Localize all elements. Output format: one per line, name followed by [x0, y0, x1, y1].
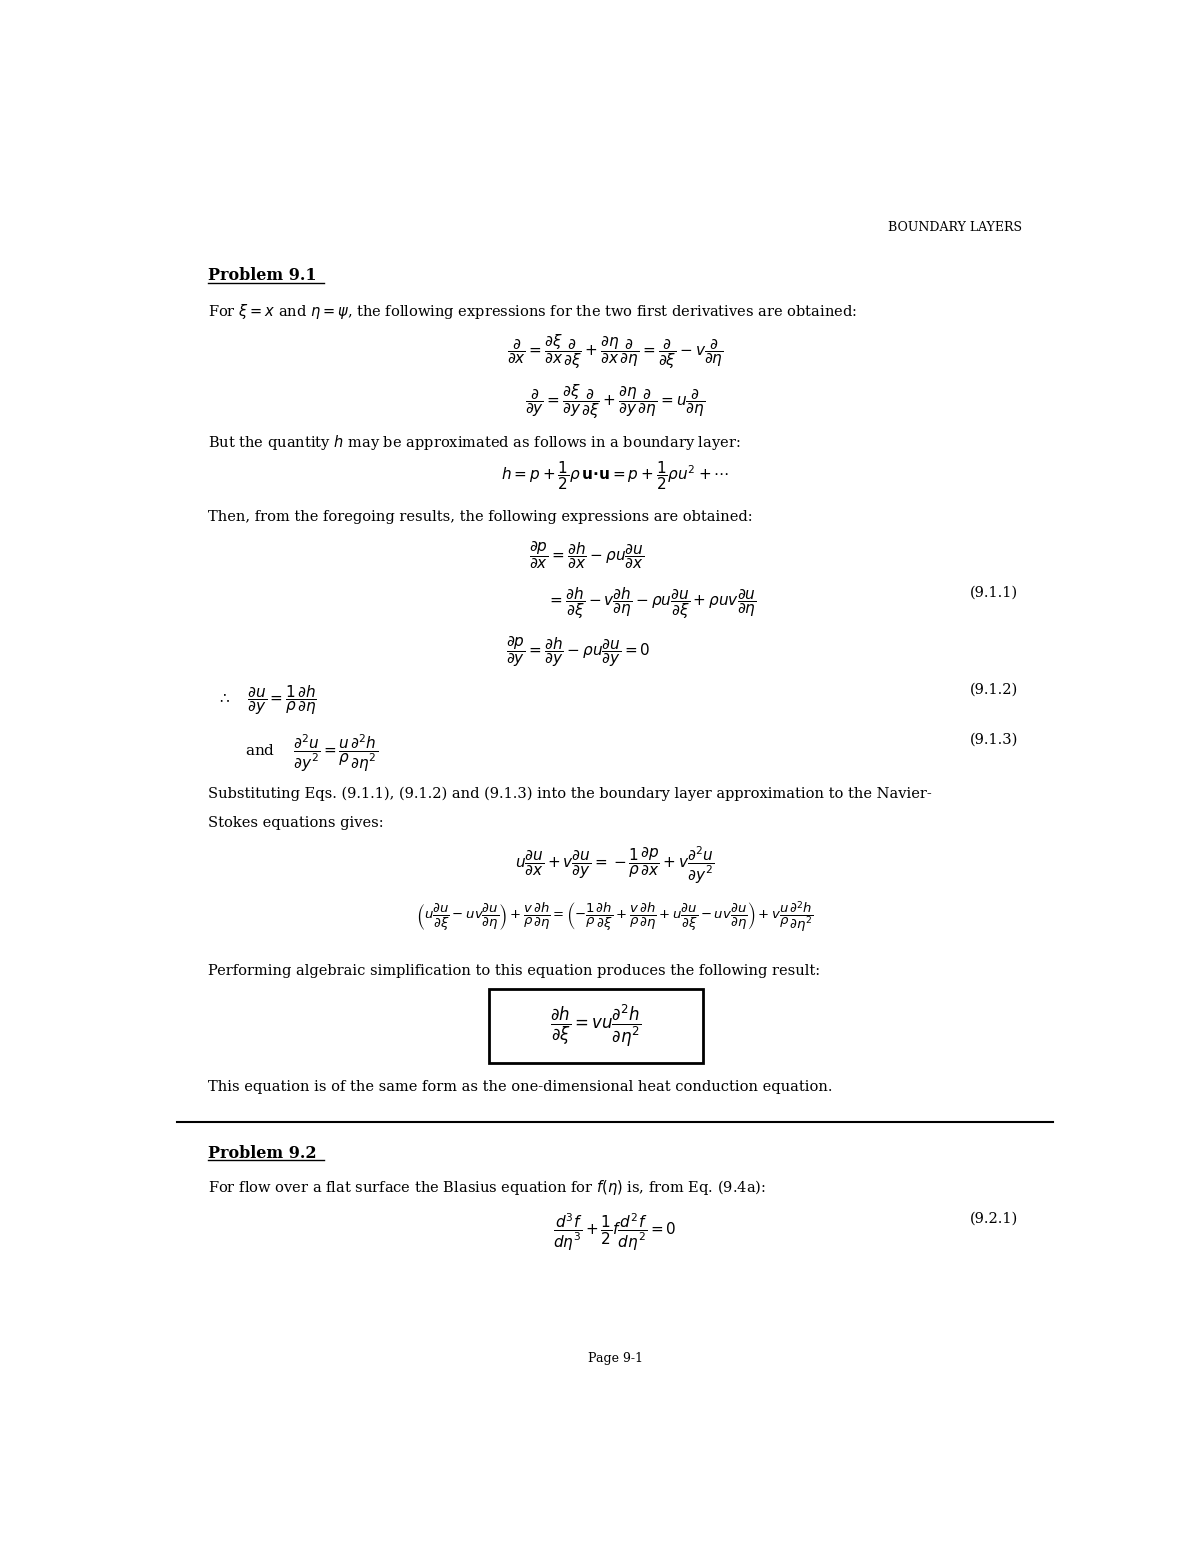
- Text: $\dfrac{\partial h}{\partial\xi} = vu\dfrac{\partial^2 h}{\partial\eta^2}$: $\dfrac{\partial h}{\partial\xi} = vu\df…: [551, 1002, 642, 1048]
- Text: $\dfrac{\partial p}{\partial x} = \dfrac{\partial h}{\partial x} - \rho u\dfrac{: $\dfrac{\partial p}{\partial x} = \dfrac…: [529, 539, 644, 572]
- Text: Stokes equations gives:: Stokes equations gives:: [208, 817, 384, 831]
- Text: $\dfrac{\partial p}{\partial y} = \dfrac{\partial h}{\partial y} - \rho u\dfrac{: $\dfrac{\partial p}{\partial y} = \dfrac…: [505, 635, 650, 669]
- Text: (9.1.3): (9.1.3): [970, 733, 1018, 747]
- Text: $\dfrac{d^3f}{d\eta^3} + \dfrac{1}{2}f\dfrac{d^2f}{d\eta^2} = 0$: $\dfrac{d^3f}{d\eta^3} + \dfrac{1}{2}f\d…: [553, 1211, 677, 1253]
- Text: $= \dfrac{\partial h}{\partial\xi} - v\dfrac{\partial h}{\partial\eta} - \rho u\: $= \dfrac{\partial h}{\partial\xi} - v\d…: [547, 585, 757, 621]
- Text: For $\xi = x$ and $\eta = \psi$, the following expressions for the two first der: For $\xi = x$ and $\eta = \psi$, the fol…: [208, 301, 857, 321]
- Text: and $\quad \dfrac{\partial^2 u}{\partial y^2} = \dfrac{u}{\rho}\dfrac{\partial^2: and $\quad \dfrac{\partial^2 u}{\partial…: [245, 733, 378, 775]
- Text: $h = p + \dfrac{1}{2}\rho\,\mathbf{u{\cdot}u} = p + \dfrac{1}{2}\rho u^2 + \cdot: $h = p + \dfrac{1}{2}\rho\,\mathbf{u{\cd…: [500, 460, 730, 492]
- FancyBboxPatch shape: [490, 989, 703, 1062]
- Text: (9.1.1): (9.1.1): [970, 585, 1018, 599]
- Text: (9.1.2): (9.1.2): [970, 683, 1018, 697]
- Text: Substituting Eqs. (9.1.1), (9.1.2) and (9.1.3) into the boundary layer approxima: Substituting Eqs. (9.1.1), (9.1.2) and (…: [208, 787, 932, 801]
- Text: $\dfrac{\partial}{\partial y} = \dfrac{\partial\xi}{\partial y}\dfrac{\partial}{: $\dfrac{\partial}{\partial y} = \dfrac{\…: [524, 382, 706, 421]
- Text: Problem 9.1: Problem 9.1: [208, 267, 317, 284]
- Text: (9.2.1): (9.2.1): [970, 1211, 1018, 1225]
- Text: $\left(u\dfrac{\partial u}{\partial\xi} - uv\dfrac{\partial u}{\partial\eta}\rig: $\left(u\dfrac{\partial u}{\partial\xi} …: [416, 899, 814, 933]
- Text: BOUNDARY LAYERS: BOUNDARY LAYERS: [888, 221, 1022, 235]
- Text: Then, from the foregoing results, the following expressions are obtained:: Then, from the foregoing results, the fo…: [208, 509, 752, 523]
- Text: This equation is of the same form as the one-dimensional heat conduction equatio: This equation is of the same form as the…: [208, 1079, 833, 1093]
- Text: Problem 9.2: Problem 9.2: [208, 1145, 317, 1162]
- Text: But the quantity $h$ may be approximated as follows in a boundary layer:: But the quantity $h$ may be approximated…: [208, 433, 740, 452]
- Text: $\dfrac{\partial}{\partial x} = \dfrac{\partial\xi}{\partial x}\dfrac{\partial}{: $\dfrac{\partial}{\partial x} = \dfrac{\…: [506, 332, 724, 371]
- Text: Performing algebraic simplification to this equation produces the following resu: Performing algebraic simplification to t…: [208, 964, 821, 978]
- Text: Page 9-1: Page 9-1: [588, 1353, 642, 1365]
- Text: For flow over a flat surface the Blasius equation for $f(\eta)$ is, from Eq. (9.: For flow over a flat surface the Blasius…: [208, 1179, 766, 1197]
- Text: $\therefore \quad \dfrac{\partial u}{\partial y} = \dfrac{1}{\rho}\dfrac{\partia: $\therefore \quad \dfrac{\partial u}{\pa…: [217, 683, 317, 717]
- Text: $u\dfrac{\partial u}{\partial x} + v\dfrac{\partial u}{\partial y} = -\dfrac{1}{: $u\dfrac{\partial u}{\partial x} + v\dfr…: [515, 845, 715, 885]
